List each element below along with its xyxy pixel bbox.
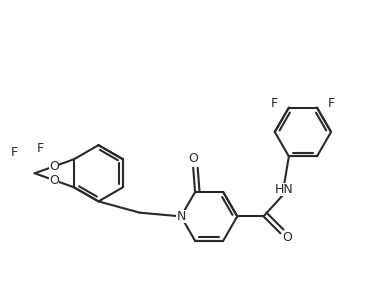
Text: F: F	[11, 146, 18, 159]
Text: O: O	[282, 231, 292, 244]
Text: F: F	[37, 142, 44, 155]
Text: F: F	[271, 97, 278, 110]
Text: O: O	[49, 160, 59, 173]
Text: HN: HN	[275, 183, 294, 196]
Text: F: F	[328, 97, 335, 110]
Text: O: O	[49, 174, 59, 187]
Text: O: O	[188, 152, 198, 165]
Text: N: N	[176, 210, 186, 223]
